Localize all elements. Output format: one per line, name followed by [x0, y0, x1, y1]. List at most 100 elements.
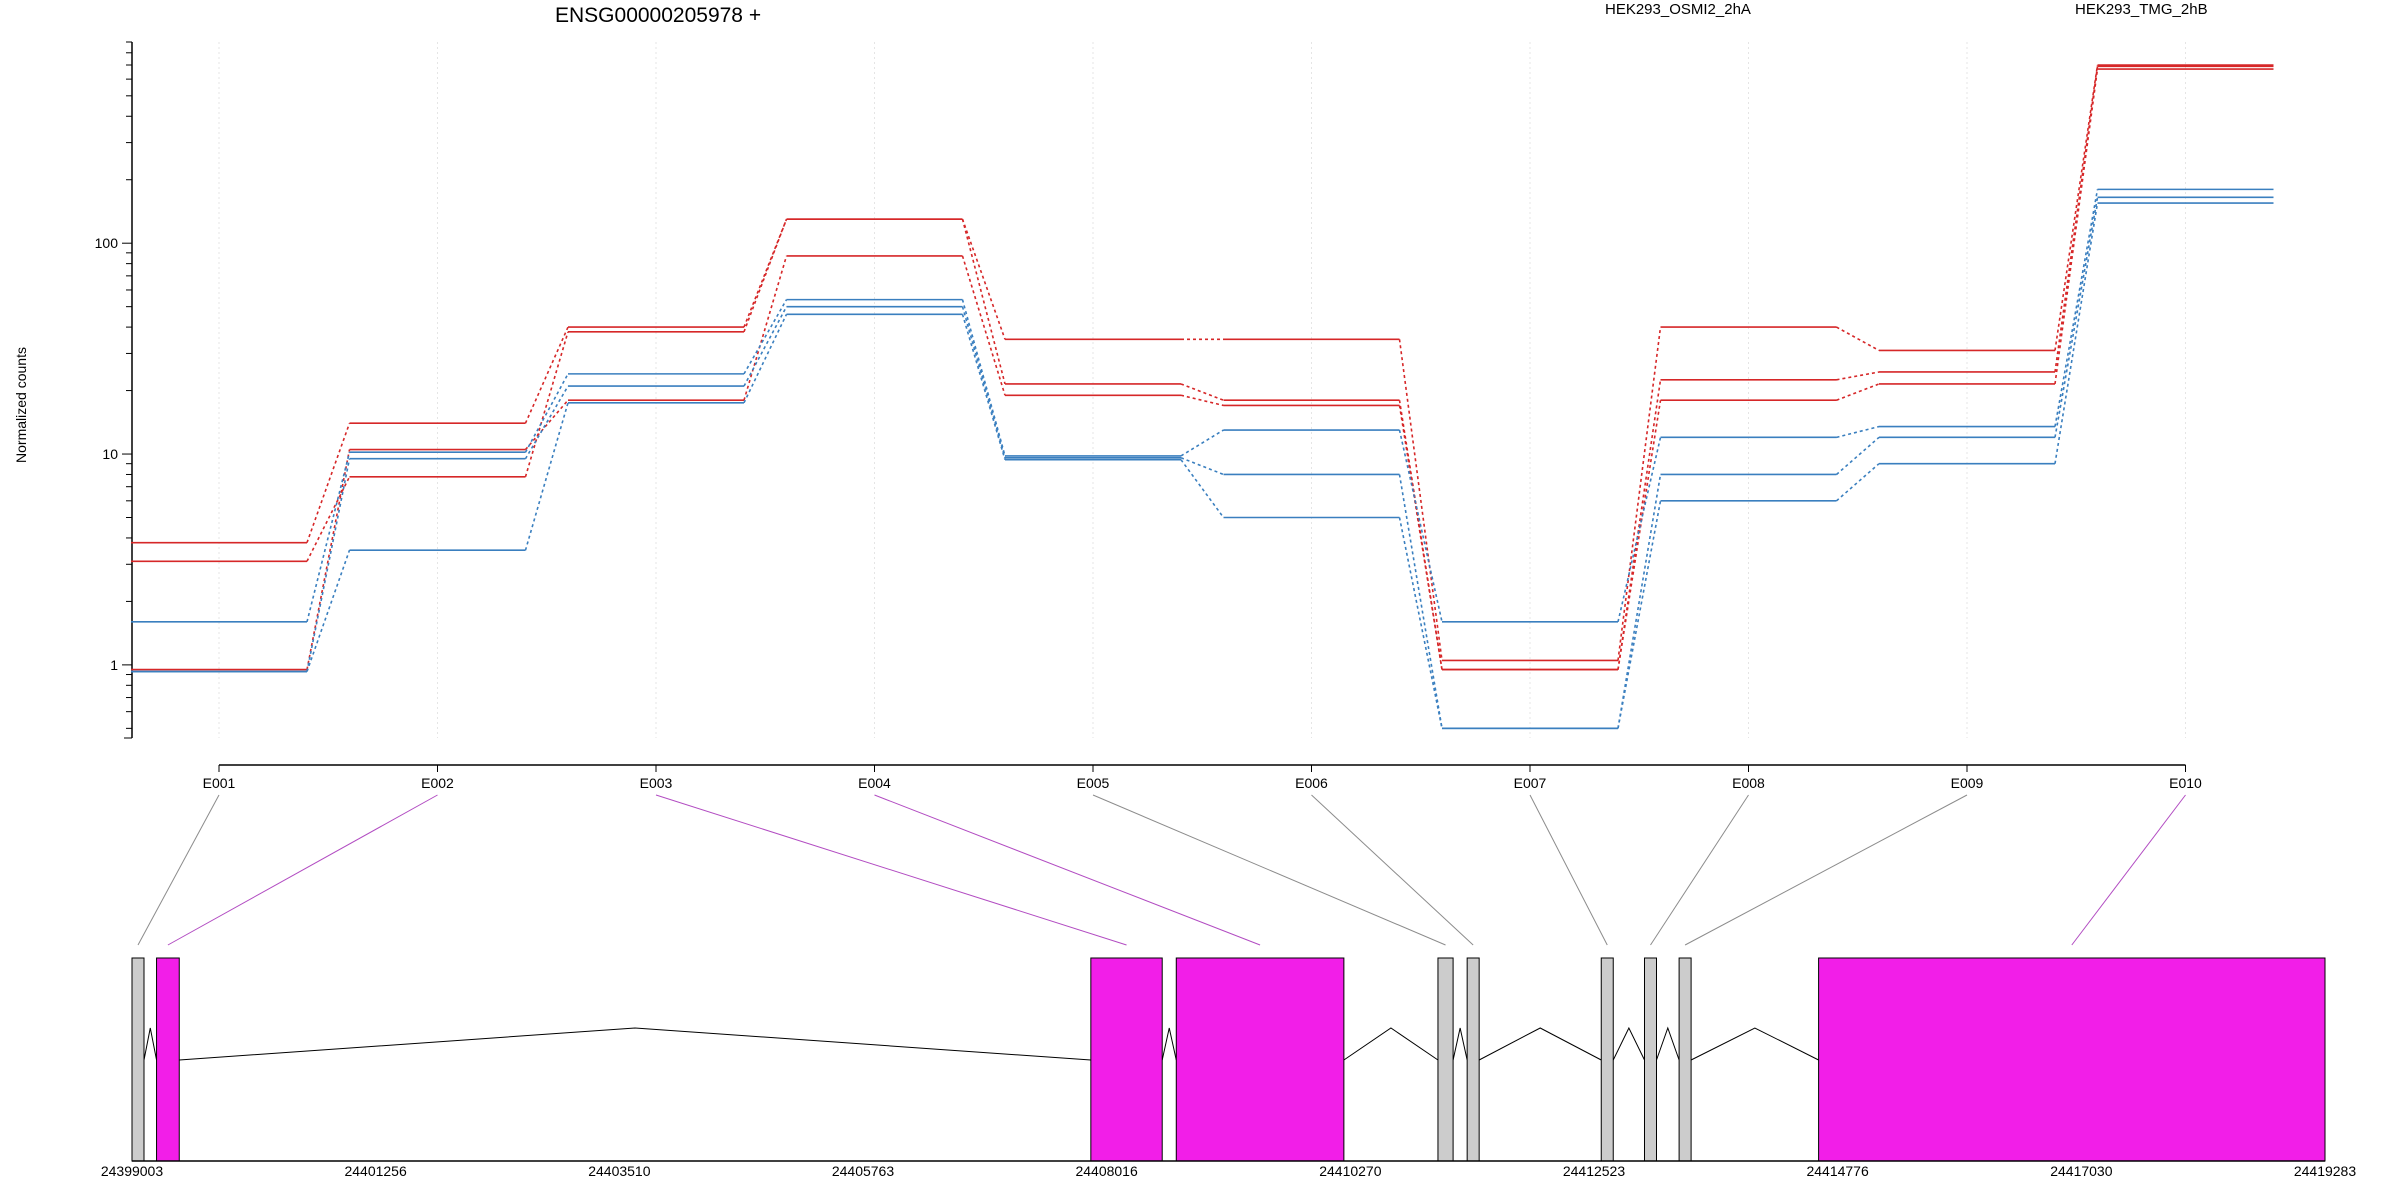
series-tmg-4 — [131, 196, 2274, 730]
series-osmi2-0 — [131, 64, 2274, 662]
y-axis: 1 10 100 — [95, 41, 133, 739]
exon-connector — [655, 794, 1127, 946]
intron-line — [179, 1027, 1091, 1061]
series-connector — [2054, 202, 2099, 464]
series-connector — [1836, 371, 1880, 381]
series-connector — [1617, 500, 1662, 729]
series-connector — [961, 306, 1006, 458]
x-tick-label: E007 — [1514, 775, 1547, 791]
series-connector — [1180, 383, 1224, 401]
series-osmi2-1 — [131, 65, 2274, 671]
genomic-tick-label: 24412523 — [1563, 1163, 1626, 1179]
x-tick-label: E008 — [1732, 775, 1765, 791]
series-connector — [1398, 429, 1443, 623]
genomic-tick-label: 24403510 — [588, 1163, 651, 1179]
series-connector — [1398, 339, 1443, 661]
exon-box-e005 — [1437, 957, 1454, 1162]
y-axis-label: Normalized counts — [13, 347, 29, 463]
grid-lines — [218, 42, 2186, 738]
genomic-tick-label: 24414776 — [1806, 1163, 1869, 1179]
genomic-tick-label: 24399003 — [101, 1163, 164, 1179]
x-tick-label: E003 — [640, 775, 673, 791]
series-connector — [306, 449, 351, 670]
intron-line — [1343, 1027, 1439, 1061]
x-tick-label: E001 — [203, 775, 236, 791]
series-connector — [1836, 383, 1880, 401]
series-connector — [524, 402, 569, 551]
series-connector — [1836, 425, 1880, 439]
exon-box-e006 — [1466, 957, 1480, 1162]
series-connector — [1398, 405, 1443, 670]
legend-item-osmi2: HEK293_OSMI2_2hA — [1605, 1, 1751, 18]
exon-box-e007 — [1600, 957, 1614, 1162]
exon-box-e010 — [1818, 957, 2326, 1162]
series-connector — [961, 314, 1006, 460]
exon-box-e001 — [131, 957, 145, 1162]
series-connector — [2054, 197, 2099, 438]
exon-connector — [1650, 794, 1749, 946]
series-connector — [1180, 429, 1224, 457]
series-connector — [2054, 68, 2099, 385]
series-connector — [1180, 457, 1224, 476]
exon-connector — [2071, 794, 2186, 946]
series-connector — [743, 313, 788, 404]
series-tmg-5 — [131, 202, 2274, 730]
x-tick-label: E004 — [858, 775, 891, 791]
y-tick-label: 1 — [110, 657, 118, 673]
genomic-tick-label: 24408016 — [1075, 1163, 1138, 1179]
intron-line — [1161, 1027, 1177, 1061]
series-connector — [743, 299, 788, 375]
exon-connector — [1311, 794, 1474, 946]
x-tick-label: E010 — [2169, 775, 2202, 791]
series-connector — [306, 422, 351, 543]
series-connector — [306, 452, 351, 623]
series-connector — [743, 218, 788, 328]
series-connector — [2054, 189, 2099, 427]
series-connector — [1836, 326, 1880, 352]
series-tmg-3 — [131, 188, 2274, 623]
series-connector — [1617, 474, 1662, 729]
intron-line — [1690, 1027, 1819, 1061]
series-connector — [1180, 459, 1225, 518]
gene-model — [131, 957, 2326, 1162]
series-connector — [306, 476, 351, 562]
series-connector — [2054, 64, 2099, 351]
intron-line — [143, 1027, 158, 1061]
series-connector — [1398, 474, 1443, 729]
legend-item-tmg: HEK293_TMG_2hB — [2075, 1, 2208, 18]
genomic-tick-label: 24419283 — [2294, 1163, 2357, 1179]
series-connector — [2054, 66, 2099, 373]
series-connector — [306, 549, 351, 672]
intron-line — [1452, 1027, 1468, 1061]
exon-box-e008 — [1643, 957, 1657, 1162]
x-tick-label: E002 — [421, 775, 454, 791]
series-connector — [1398, 517, 1443, 729]
exon-connector — [874, 794, 1261, 946]
exon-connectors — [137, 794, 2186, 946]
exon-connector — [137, 794, 220, 946]
chart-title: ENSG00000205978 + — [555, 4, 761, 27]
series-connector — [743, 218, 788, 333]
x-tick-label: E006 — [1295, 775, 1328, 791]
series-connector — [961, 255, 1006, 396]
series-connector — [524, 373, 569, 453]
intron-line — [1478, 1027, 1602, 1061]
exon-box-e004 — [1175, 957, 1345, 1162]
series-connector — [306, 458, 351, 672]
genomic-tick-label: 24401256 — [344, 1163, 407, 1179]
exon-box-e002 — [156, 957, 180, 1162]
series-connector — [1617, 400, 1662, 670]
series-connector — [524, 399, 569, 451]
series-connector — [1617, 437, 1662, 623]
intron-line — [1612, 1026, 1645, 1061]
genomic-tick-label: 24417030 — [2050, 1163, 2113, 1179]
series-connector — [524, 385, 569, 460]
exon-connector — [1092, 794, 1446, 946]
series-connector — [1617, 326, 1662, 661]
genomic-axis: 24399003 24401256 24403510 24405763 24408016… — [101, 1160, 2357, 1179]
exon-box-e003 — [1090, 957, 1163, 1162]
series-connector — [743, 255, 788, 401]
exon-connector — [1529, 794, 1608, 946]
x-tick-label: E005 — [1077, 775, 1110, 791]
